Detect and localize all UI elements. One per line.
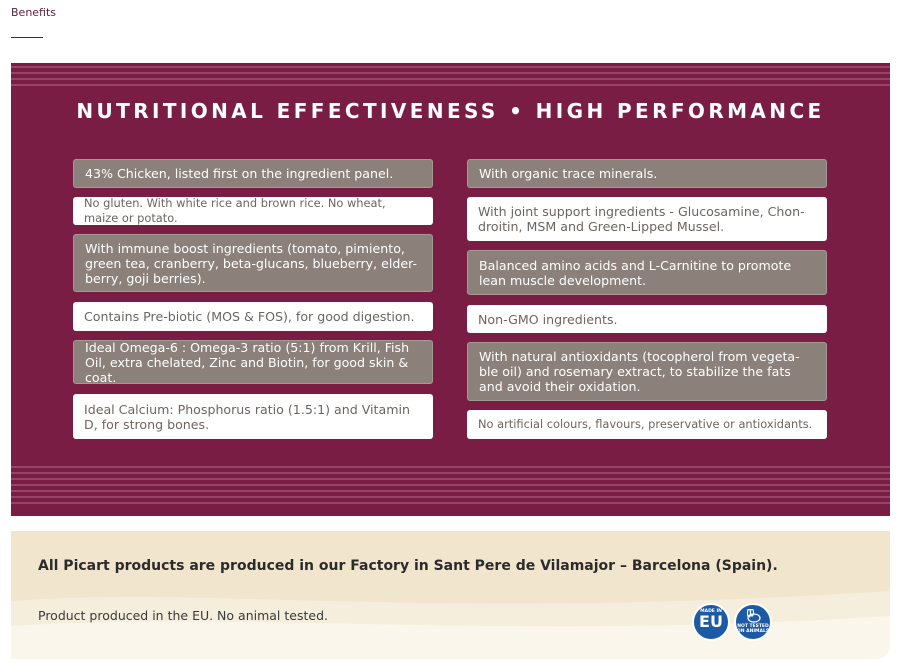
benefit-item: Ideal Calcium: Phosphorus ratio (1.5:1) … (73, 394, 433, 439)
badge-animals-text: NOT TESTED ON ANIMALS (736, 624, 770, 634)
benefit-item: Non-GMO ingredients. (467, 305, 827, 333)
banner-headline: NUTRITIONAL EFFECTIVENESS • HIGH PERFORM… (76, 99, 825, 123)
not-tested-on-animals-badge-icon: NOT TESTED ON ANIMALS (734, 603, 772, 641)
benefit-item: Contains Pre-biotic (MOS & FOS), for goo… (73, 302, 433, 331)
benefit-item: With joint support ingredients - Glucosa… (467, 197, 827, 241)
tab-benefits[interactable]: Benefits (11, 6, 57, 19)
benefit-item: No gluten. With white rice and brown ric… (73, 196, 433, 225)
benefit-item: No artificial colours, flavours, preserv… (467, 410, 827, 439)
footer-wave-decoration (11, 591, 890, 659)
footer-info: All Picart products are produced in our … (11, 531, 890, 659)
made-in-eu-badge-icon: MADE IN EU (692, 603, 730, 641)
benefit-item: With immune boost ingredients (tomato, p… (73, 234, 433, 292)
badge-eu-main: EU (699, 612, 723, 631)
banner-stripes-top (11, 66, 890, 90)
banner-stripes-bottom (11, 466, 890, 508)
tab-underline (11, 37, 43, 38)
benefit-item: With organic trace minerals. (467, 159, 827, 188)
eu-note: Product produced in the EU. No animal te… (38, 608, 328, 623)
rabbit-icon (746, 609, 761, 623)
benefit-item: Ideal Omega-6 : Omega-3 ratio (5:1) from… (73, 340, 433, 385)
factory-statement: All Picart products are produced in our … (38, 558, 778, 574)
benefit-item: Balanced amino acids and L-Carnitine to … (467, 250, 827, 295)
benefit-item: With natural antioxidants (tocopherol fr… (467, 342, 827, 401)
badge-eu-top: MADE IN (700, 609, 722, 614)
benefits-banner: NUTRITIONAL EFFECTIVENESS • HIGH PERFORM… (11, 63, 890, 516)
benefit-item: 43% Chicken, listed first on the ingredi… (73, 159, 433, 188)
